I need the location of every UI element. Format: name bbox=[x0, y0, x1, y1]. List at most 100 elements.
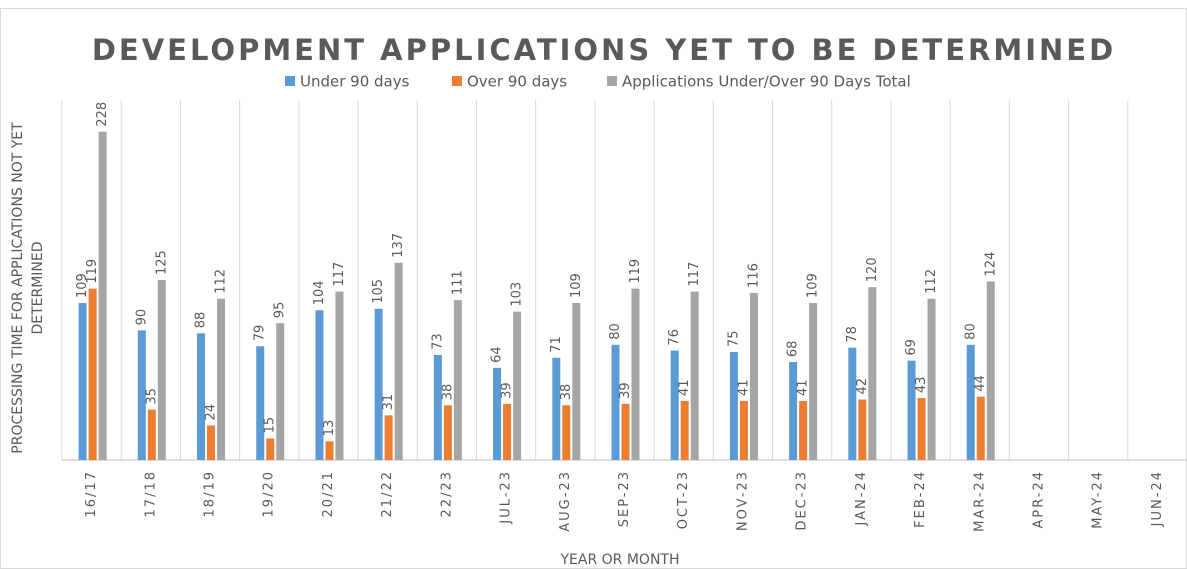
x-tick-label: NOV-23 bbox=[735, 470, 750, 531]
data-label: 44 bbox=[973, 375, 988, 392]
x-tick-label: SEP-23 bbox=[617, 470, 632, 527]
bar bbox=[690, 291, 699, 460]
legend-swatch bbox=[285, 76, 295, 86]
x-tick-label: 17/18 bbox=[143, 470, 158, 517]
data-label: 80 bbox=[608, 323, 623, 340]
bar bbox=[384, 415, 393, 460]
data-label: 73 bbox=[430, 333, 445, 350]
bar bbox=[315, 310, 324, 460]
bar bbox=[986, 281, 995, 460]
data-label: 15 bbox=[263, 417, 278, 434]
bar bbox=[503, 403, 512, 460]
x-tick-label: MAY-24 bbox=[1091, 470, 1106, 529]
bar bbox=[749, 292, 758, 460]
data-label: 111 bbox=[450, 270, 465, 295]
chart-title: DEVELOPMENT APPLICATIONS YET TO BE DETER… bbox=[92, 33, 1116, 67]
x-tick-label: 22/23 bbox=[439, 470, 454, 517]
y-axis-label: PROCESSING TIME FOR APPLICATIONS NOT YET… bbox=[10, 122, 46, 454]
data-label: 116 bbox=[746, 263, 761, 288]
data-label: 109 bbox=[75, 273, 90, 298]
bar bbox=[513, 311, 522, 460]
bar bbox=[433, 354, 442, 460]
data-label: 75 bbox=[726, 330, 741, 347]
data-label: 79 bbox=[253, 325, 268, 342]
legend-swatch bbox=[607, 76, 617, 86]
bar bbox=[325, 441, 334, 460]
x-axis-label: YEAR OR MONTH bbox=[560, 552, 680, 568]
data-label: 13 bbox=[322, 420, 337, 437]
data-label: 120 bbox=[865, 257, 880, 282]
data-label: 88 bbox=[194, 312, 209, 329]
bar bbox=[98, 131, 107, 460]
data-label: 112 bbox=[924, 269, 939, 294]
x-tick-label: JUN-24 bbox=[1150, 470, 1165, 527]
data-label: 35 bbox=[144, 388, 159, 405]
data-label: 43 bbox=[914, 377, 929, 394]
bar bbox=[868, 287, 877, 460]
bar bbox=[739, 400, 748, 460]
bar bbox=[858, 399, 867, 460]
data-label: 68 bbox=[786, 341, 801, 358]
x-tick-label: JAN-24 bbox=[854, 470, 869, 526]
bar bbox=[256, 346, 265, 460]
bar bbox=[631, 288, 640, 460]
x-tick-label: 20/21 bbox=[321, 470, 336, 517]
data-label: 69 bbox=[904, 339, 919, 356]
bar bbox=[157, 280, 166, 460]
bar bbox=[335, 291, 344, 460]
data-label: 137 bbox=[391, 233, 406, 258]
data-label: 42 bbox=[855, 378, 870, 395]
bar bbox=[799, 400, 808, 460]
x-tick-label: 21/22 bbox=[380, 470, 395, 517]
legend-swatch bbox=[452, 76, 462, 86]
bar bbox=[207, 425, 216, 460]
data-label: 76 bbox=[667, 329, 682, 346]
bar bbox=[493, 367, 502, 460]
data-label: 117 bbox=[687, 262, 702, 287]
data-label: 90 bbox=[134, 309, 149, 326]
data-label: 124 bbox=[983, 252, 998, 277]
legend-label: Applications Under/Over 90 Days Total bbox=[622, 73, 911, 91]
bar bbox=[562, 405, 571, 460]
x-tick-label: FEB-24 bbox=[913, 470, 928, 528]
bar bbox=[78, 303, 87, 460]
x-tick-label: 16/17 bbox=[84, 470, 99, 517]
bar bbox=[680, 400, 689, 460]
bar bbox=[927, 298, 936, 460]
bar bbox=[552, 357, 561, 460]
x-tick-label: APR-24 bbox=[1031, 470, 1046, 528]
data-label: 31 bbox=[381, 394, 396, 411]
legend-label: Over 90 days bbox=[467, 73, 567, 91]
data-label: 38 bbox=[559, 384, 574, 401]
bar bbox=[729, 352, 738, 460]
bar bbox=[809, 303, 818, 460]
data-label: 117 bbox=[332, 262, 347, 287]
bar bbox=[217, 298, 226, 460]
data-label: 103 bbox=[510, 282, 525, 307]
data-label: 119 bbox=[85, 259, 100, 284]
bar bbox=[88, 288, 97, 460]
bar bbox=[443, 405, 452, 460]
bar bbox=[266, 438, 275, 460]
bar bbox=[976, 396, 985, 460]
data-label: 41 bbox=[736, 379, 751, 396]
data-label: 104 bbox=[312, 280, 327, 305]
x-tick-label: 19/20 bbox=[262, 470, 277, 517]
bar bbox=[917, 398, 926, 460]
data-label: 80 bbox=[963, 323, 978, 340]
legend-label: Under 90 days bbox=[300, 73, 410, 91]
data-label: 39 bbox=[500, 382, 515, 399]
bar bbox=[276, 323, 285, 460]
bar bbox=[147, 409, 156, 460]
bar bbox=[966, 344, 975, 460]
data-label: 95 bbox=[273, 302, 288, 319]
x-tick-label: AUG-23 bbox=[558, 470, 573, 532]
data-label: 228 bbox=[95, 102, 110, 127]
bar bbox=[789, 362, 798, 460]
data-label: 64 bbox=[490, 346, 505, 363]
bar bbox=[670, 350, 679, 460]
bar bbox=[453, 300, 462, 460]
data-label: 109 bbox=[806, 273, 821, 298]
bar bbox=[907, 360, 916, 460]
